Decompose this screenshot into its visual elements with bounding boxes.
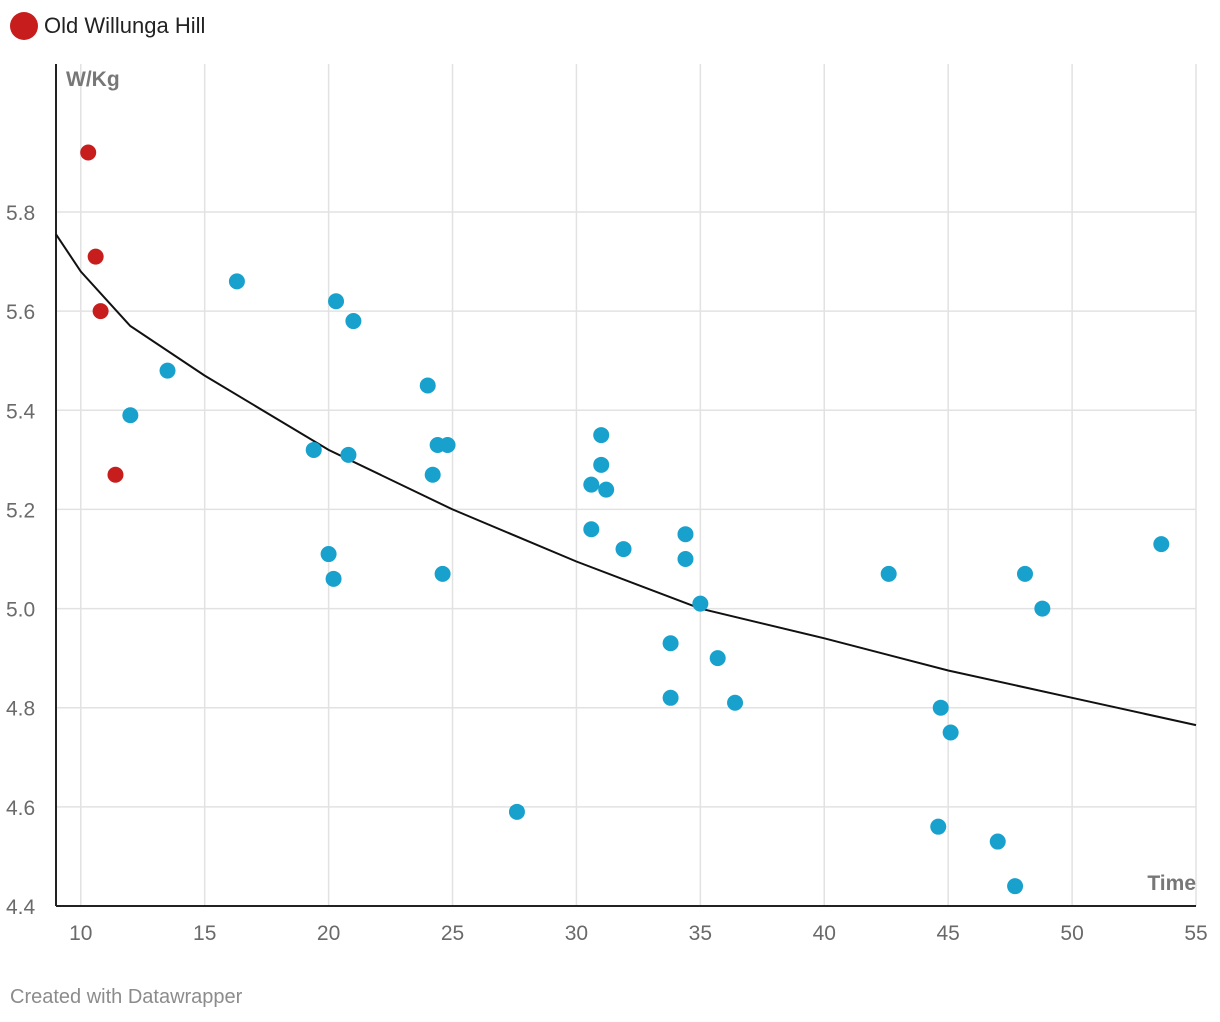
x-tick-label-20: 20 — [317, 922, 340, 945]
legend-swatch-old-willunga-hill — [10, 12, 38, 40]
legend: Old Willunga Hill — [10, 12, 205, 40]
data-point-other-climbs-33 — [1007, 878, 1024, 895]
data-point-other-climbs-12 — [439, 436, 456, 453]
x-tick-label-40: 40 — [813, 922, 836, 945]
y-tick-label-5.6: 5.6 — [6, 301, 35, 324]
data-point-other-climbs-4 — [320, 546, 337, 563]
x-tick-label-45: 45 — [936, 922, 959, 945]
x-tick-label-35: 35 — [689, 922, 712, 945]
data-point-other-climbs-5 — [328, 293, 345, 310]
data-point-other-climbs-0 — [122, 407, 139, 424]
data-point-old-willunga-hill-3 — [107, 466, 124, 483]
data-point-old-willunga-hill-1 — [87, 248, 104, 265]
data-point-other-climbs-27 — [727, 694, 744, 711]
data-point-other-climbs-28 — [880, 565, 897, 582]
data-point-old-willunga-hill-0 — [80, 144, 97, 161]
data-point-other-climbs-22 — [662, 689, 679, 706]
data-point-other-climbs-7 — [340, 446, 357, 463]
x-tick-label-50: 50 — [1060, 922, 1083, 945]
data-point-other-climbs-17 — [593, 427, 610, 444]
data-point-other-climbs-21 — [662, 635, 679, 652]
data-point-other-climbs-15 — [583, 476, 600, 493]
data-point-other-climbs-6 — [325, 570, 342, 587]
data-point-other-climbs-8 — [345, 313, 362, 330]
y-tick-label-5: 5.0 — [6, 599, 35, 622]
x-tick-label-25: 25 — [441, 922, 464, 945]
x-tick-label-55: 55 — [1184, 922, 1207, 945]
data-point-other-climbs-23 — [677, 526, 694, 543]
data-point-other-climbs-25 — [692, 595, 709, 612]
y-axis-title: W/Kg — [66, 68, 120, 91]
data-point-other-climbs-1 — [159, 362, 176, 379]
data-point-other-climbs-13 — [434, 565, 451, 582]
y-tick-label-5.2: 5.2 — [6, 499, 35, 522]
data-point-other-climbs-26 — [709, 650, 726, 667]
data-point-other-climbs-20 — [615, 541, 632, 558]
data-point-other-climbs-18 — [593, 456, 610, 473]
data-point-other-climbs-9 — [419, 377, 436, 394]
y-tick-label-4.4: 4.4 — [6, 896, 36, 919]
data-point-other-climbs-10 — [424, 466, 441, 483]
data-point-old-willunga-hill-2 — [92, 303, 109, 320]
data-point-other-climbs-24 — [677, 551, 694, 567]
data-point-other-climbs-30 — [932, 699, 949, 716]
footer-credit: Created with Datawrapper — [10, 986, 243, 1008]
data-point-other-climbs-14 — [508, 803, 525, 820]
x-tick-label-10: 10 — [69, 922, 92, 945]
data-point-other-climbs-29 — [930, 818, 947, 835]
y-tick-label-4.6: 4.6 — [6, 797, 35, 820]
data-point-other-climbs-3 — [305, 441, 322, 458]
data-point-other-climbs-35 — [1034, 600, 1051, 617]
x-tick-label-30: 30 — [565, 922, 588, 945]
data-point-other-climbs-31 — [942, 724, 959, 741]
data-point-other-climbs-16 — [583, 521, 600, 538]
data-point-other-climbs-2 — [228, 273, 245, 290]
y-tick-label-5.4: 5.4 — [6, 400, 36, 423]
data-point-other-climbs-36 — [1153, 536, 1170, 553]
y-tick-label-5.8: 5.8 — [6, 202, 35, 225]
trend-line — [55, 233, 1197, 727]
y-tick-label-4.8: 4.8 — [6, 698, 35, 721]
x-tick-label-15: 15 — [193, 922, 216, 945]
legend-label: Old Willunga Hill — [44, 13, 206, 38]
data-point-other-climbs-19 — [598, 481, 615, 498]
data-point-other-climbs-32 — [989, 833, 1006, 850]
x-axis-title: Time — [1147, 872, 1196, 895]
data-point-other-climbs-34 — [1017, 565, 1033, 582]
